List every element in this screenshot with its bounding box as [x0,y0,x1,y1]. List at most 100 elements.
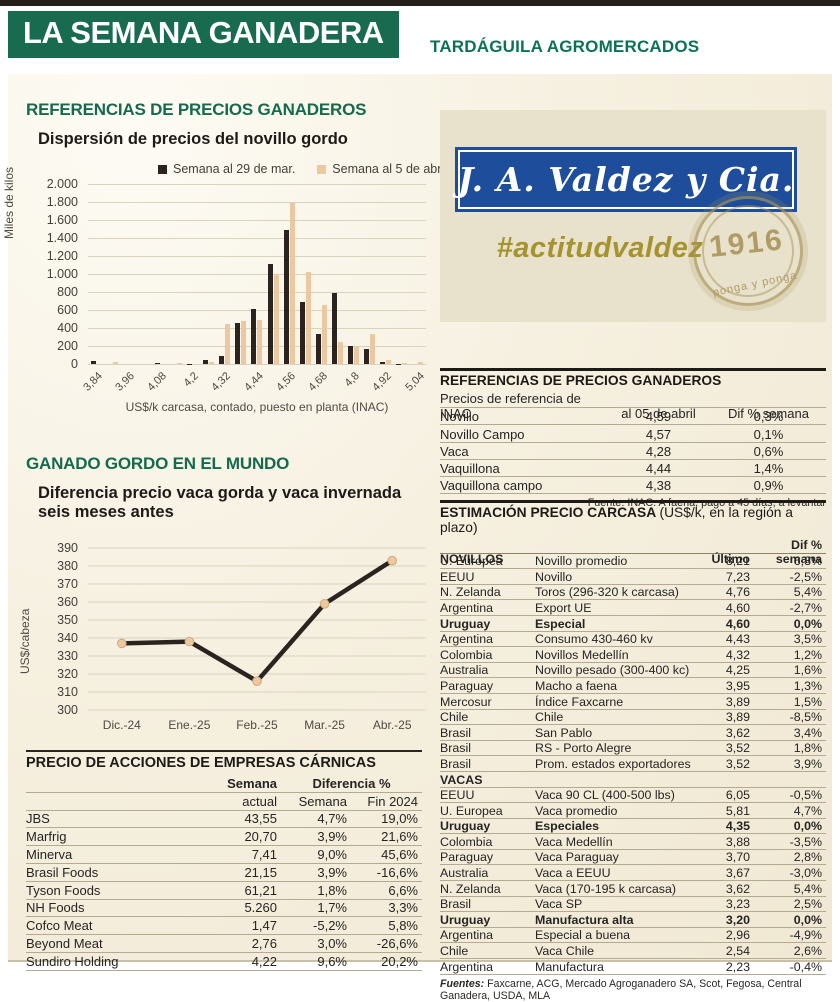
market-cell: Chile [440,944,535,958]
valdez-logo-text: J. A. Valdez y Cia. [458,160,795,199]
ytd-dif-cell: -16,6% [351,865,422,881]
category-cell: Manufactura alta [535,913,696,927]
week-dif-cell: 3,9% [281,829,351,845]
section-heading-world: GANADO GORDO EN EL MUNDO [26,454,289,474]
bar [322,305,327,364]
market-cell: Brasil [440,741,535,755]
carcass-header-novillos: NOVILLOS Último Dif % semana [440,538,826,554]
market-cell: Argentina [440,960,535,974]
bar-group [233,321,249,364]
market-cell: Argentina [440,601,535,615]
company-cell: Brasil Foods [26,865,186,881]
table-row: Brasil San Pablo 3,62 3,4% [440,725,826,741]
bar [332,293,337,364]
dif-cell: -4,9% [754,928,826,942]
x-tick-label: Mar.-25 [291,718,359,732]
y-tick-label: 340 [57,631,78,645]
category-cell: Vaca [440,444,606,459]
inac-reference-table: REFERENCIAS DE PRECIOS GANADEROS Precios… [440,368,826,509]
bar [155,363,160,364]
table-row: Argentina Export UE 4,60 -2,7% [440,600,826,616]
gridline [88,364,426,365]
line-chart-ylabel: US$/cabeza [18,609,32,674]
table-row: JBS 43,55 4,7% 19,0% [26,811,422,829]
table-row: Uruguay Especiales 4,35 0,0% [440,819,826,835]
y-tick-label: 380 [57,559,78,573]
category-cell: San Pablo [535,726,696,740]
bar [209,362,214,364]
category-cell: Vaca promedio [535,804,696,818]
market-cell: Colombia [440,648,535,662]
price-cell: 61,21 [186,883,281,899]
market-cell: U. Europea [440,554,535,568]
legend-item-week2: Semana al 5 de abr. [317,162,444,176]
table-row: N. Zelanda Toros (296-320 k carcasa) 4,7… [440,585,826,601]
market-cell: Chile [440,710,535,724]
bar [386,360,391,364]
price-cell: 3,52 [696,757,754,771]
category-cell: Vaquillona [440,461,606,476]
y-tick-label: 200 [57,339,78,353]
table-row: Paraguay Macho a faena 3,95 1,3% [440,678,826,694]
stocks-sub-actual: actual [186,794,281,810]
x-tick [329,366,345,400]
bar [316,334,321,364]
y-tick-label: 1.600 [47,213,78,227]
y-tick-label: 360 [57,595,78,609]
carcass-title-bold: ESTIMACIÓN PRECIO CARCASA [440,505,656,520]
category-cell: Consumo 430-460 kv [535,632,696,646]
dif-cell: -3,5% [754,835,826,849]
bar [113,362,118,364]
x-tick-label: 4,8 [343,370,362,389]
bar-group [313,305,329,364]
bar [251,309,256,364]
market-cell: Uruguay [440,617,535,631]
dif-cell: -8,5% [754,710,826,724]
dif-cell: -2,7% [754,601,826,615]
x-tick: 4,56 [281,366,297,400]
dif-cell: 2,8% [754,850,826,864]
category-cell: RS - Porto Alegre [535,741,696,755]
price-cell: 4,44 [606,461,711,476]
line-chart-svg [88,540,426,725]
inac-header-row: Precios de referencia de INAC al 05 de a… [440,391,826,408]
dif-cell: 5,4% [754,585,826,599]
x-tick: 4,32 [217,366,233,400]
price-cell: 3,67 [696,866,754,880]
y-tick-label: 1.800 [47,195,78,209]
dif-cell: 0,6% [711,444,826,459]
price-cell: 4,25 [696,663,754,677]
y-tick-label: 310 [57,685,78,699]
dif-cell: 1,6% [754,663,826,677]
table-row: Vaquillona 4,44 1,4% [440,460,826,477]
brand-name: TARDÁGUILA AGROMERCADOS [430,37,699,57]
top-divider-bar [0,0,840,6]
price-cell: 4,43 [696,632,754,646]
table-row: Chile Vaca Chile 2,54 2,6% [440,943,826,959]
price-cell: 2,23 [696,960,754,974]
market-cell: Brasil [440,897,535,911]
price-cell: 3,88 [696,835,754,849]
dif-cell: 5,4% [754,882,826,896]
bar [338,342,343,364]
price-cell: 6,05 [696,788,754,802]
market-cell: N. Zelanda [440,585,535,599]
market-cell: Brasil [440,726,535,740]
bar [235,323,240,364]
price-cell: 4,60 [696,617,754,631]
dif-cell: 0,3% [711,409,826,424]
dif-cell: 0,1% [711,427,826,442]
market-cell: Brasil [440,757,535,771]
table-row: N. Zelanda Vaca (170-195 k carcasa) 3,62… [440,881,826,897]
bar-group [346,346,362,364]
category-cell: Vaquillona campo [440,478,606,493]
y-tick-label: 2.000 [47,177,78,191]
ytd-dif-cell: 3,3% [351,900,422,916]
bar-group [410,362,426,364]
company-cell: Sundiro Holding [26,954,186,970]
bar [257,320,262,364]
x-tick-label: Ene.-25 [156,718,224,732]
dif-cell: 3,9% [754,757,826,771]
price-cell: 7,23 [696,570,754,584]
x-tick [168,366,184,400]
